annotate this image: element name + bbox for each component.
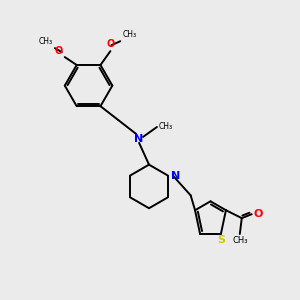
Text: N: N bbox=[171, 170, 180, 181]
Text: CH₃: CH₃ bbox=[159, 122, 173, 131]
Text: O: O bbox=[106, 39, 115, 49]
Text: S: S bbox=[217, 235, 225, 244]
Text: O: O bbox=[254, 209, 263, 219]
Text: CH₃: CH₃ bbox=[39, 37, 53, 46]
Text: CH₃: CH₃ bbox=[232, 236, 248, 245]
Text: CH₃: CH₃ bbox=[122, 30, 136, 39]
Text: N: N bbox=[134, 134, 144, 144]
Text: O: O bbox=[55, 46, 63, 56]
